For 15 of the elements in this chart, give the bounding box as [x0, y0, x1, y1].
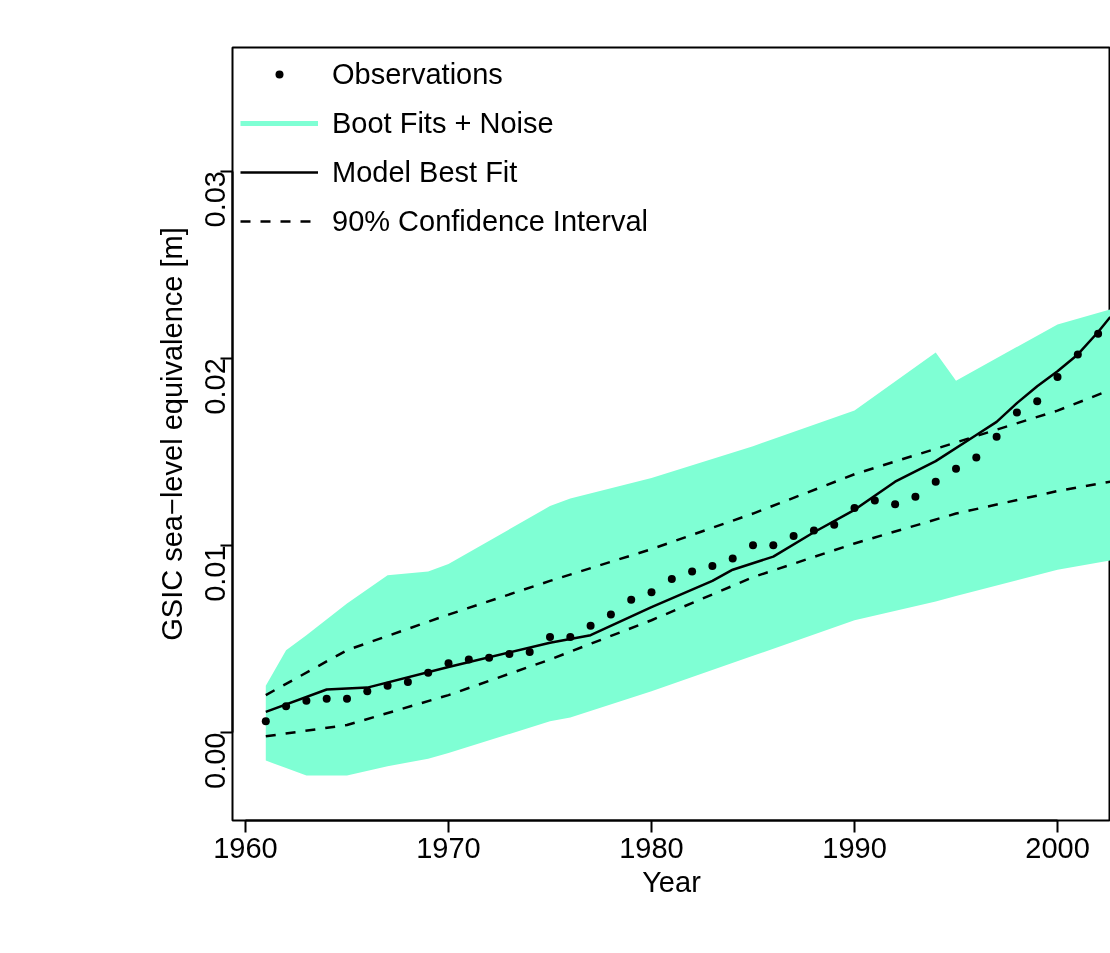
x-tick-label: 1990 [822, 831, 887, 864]
y-tick-label: 0.00 [199, 732, 232, 789]
legend-label: Observations [332, 56, 503, 92]
y-axis-title: GSIC sea−level equivalence [m] [155, 227, 188, 641]
x-axis-title: Year [642, 865, 702, 898]
legend-label: 90% Confidence Interval [332, 203, 648, 239]
legend-label: Model Best Fit [332, 154, 518, 190]
y-tick-label: 0.02 [199, 358, 232, 415]
x-tick-label: 1980 [619, 831, 684, 864]
y-tick-label: 0.03 [199, 171, 232, 228]
y-tick-label: 0.01 [199, 545, 232, 602]
legend-label: Boot Fits + Noise [332, 105, 554, 141]
x-tick-label: 2000 [1025, 831, 1090, 864]
x-tick-label: 1970 [416, 831, 481, 864]
x-tick-label: 1960 [213, 831, 278, 864]
